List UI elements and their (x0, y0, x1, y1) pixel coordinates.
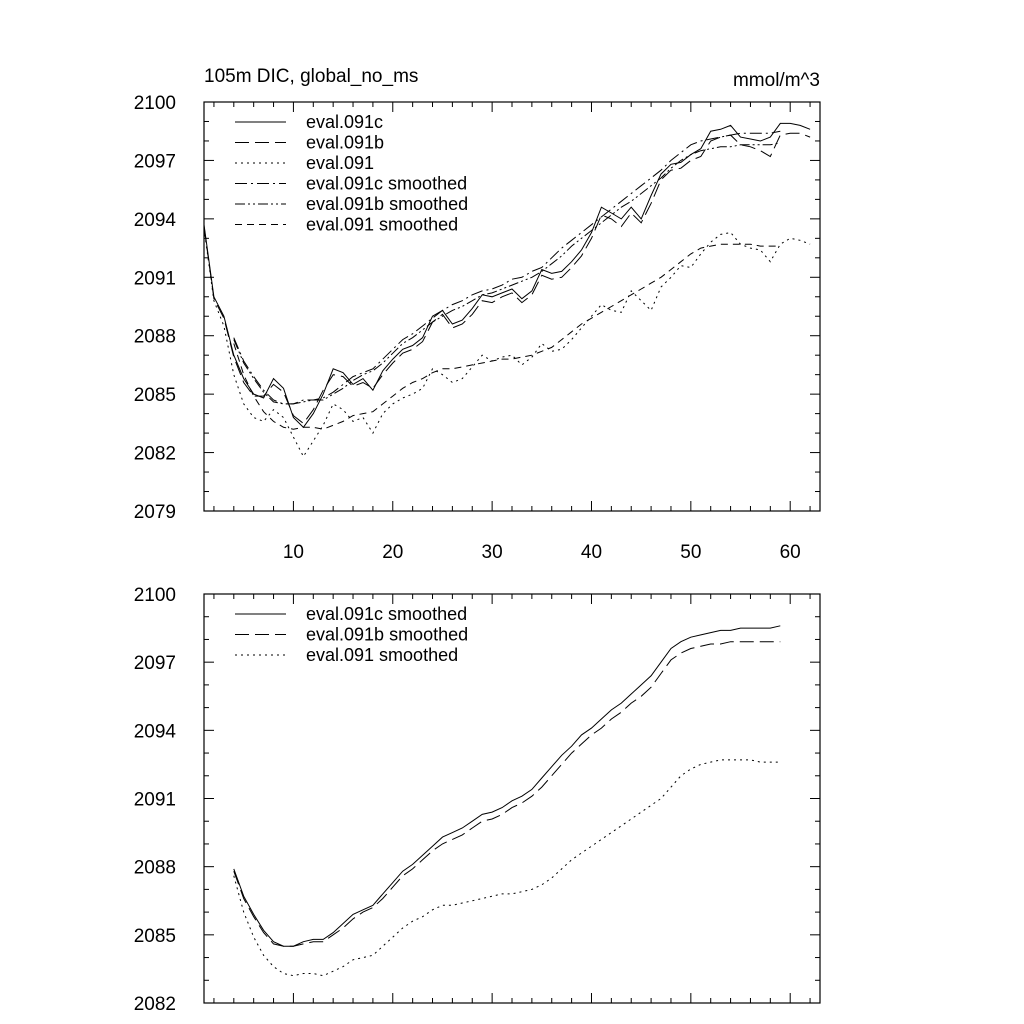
series-line (233, 130, 781, 405)
legend-label: eval.091c (306, 112, 383, 132)
legend-label: eval.091b smoothed (306, 625, 468, 645)
series-line (233, 759, 781, 977)
series-line (233, 625, 781, 947)
x-tick-label: 20 (382, 542, 403, 563)
y-tick-label: 2079 (134, 502, 176, 523)
top-panel-series (203, 122, 811, 458)
series-line (203, 122, 811, 429)
y-tick-label: 2085 (134, 926, 176, 947)
x-tick-label: 30 (482, 542, 503, 563)
bottom-panel-series (233, 625, 781, 977)
series-line (233, 641, 781, 947)
units-label: mmol/m^3 (733, 70, 820, 91)
bottom-panel-frame (203, 593, 821, 1004)
x-tick-label: 50 (680, 542, 701, 563)
x-tick-label: 10 (283, 542, 304, 563)
legend-label: eval.091 smoothed (306, 215, 458, 235)
top-panel-frame (203, 101, 821, 512)
y-tick-label: 2088 (134, 327, 176, 348)
top-panel: 105m DIC, global_no_ms mmol/m^3 2079 2082… (134, 66, 821, 563)
legend-label: eval.091b (306, 133, 384, 153)
series-line (233, 243, 781, 430)
legend-label: eval.091 smoothed (306, 645, 458, 665)
y-tick-label: 2094 (134, 210, 177, 231)
y-tick-label: 2085 (134, 385, 176, 406)
y-tick-label: 2100 (134, 585, 176, 606)
x-tick-label: 40 (581, 542, 602, 563)
x-tick-label: 60 (780, 542, 801, 563)
series-line (203, 132, 811, 425)
y-tick-label: 2097 (134, 653, 176, 674)
bottom-panel-ticks: 2082 2085 2088 2091 2094 2097 2100 (134, 585, 820, 1015)
y-tick-label: 2091 (134, 790, 176, 811)
chart-title: 105m DIC, global_no_ms (204, 66, 418, 87)
bottom-panel: 2082 2085 2088 2091 2094 2097 2100 eval.091c s… (134, 585, 821, 1015)
y-tick-label: 2088 (134, 858, 176, 879)
y-tick-label: 2100 (134, 93, 176, 114)
y-tick-label: 2097 (134, 151, 176, 172)
legend-label: eval.091b smoothed (306, 194, 468, 214)
legend-label: eval.091c smoothed (306, 604, 467, 624)
series-line (203, 228, 811, 458)
y-tick-label: 2082 (134, 444, 176, 465)
y-tick-label: 2082 (134, 994, 176, 1015)
top-panel-ticks: 2079 2082 2085 2088 2091 2094 2097 2100 10 20 30 40… (134, 93, 820, 563)
legend-label: eval.091c smoothed (306, 174, 467, 194)
y-tick-label: 2091 (134, 268, 176, 289)
legend-label: eval.091 (306, 153, 374, 173)
y-tick-label: 2094 (134, 721, 177, 742)
